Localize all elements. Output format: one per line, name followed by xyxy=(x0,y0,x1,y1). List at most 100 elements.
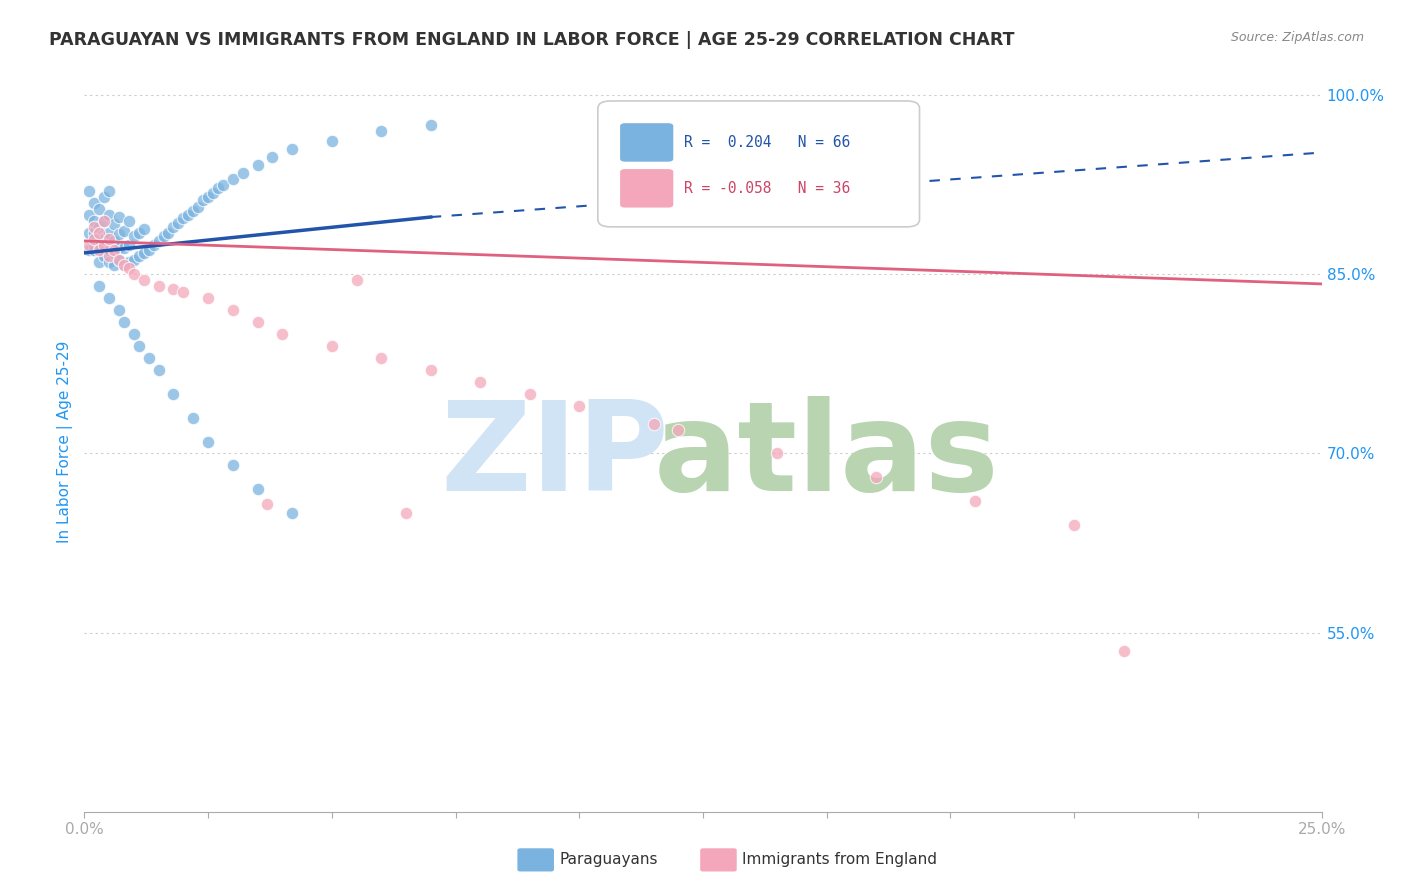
Point xyxy=(346,273,368,287)
Point xyxy=(519,386,541,401)
Point xyxy=(256,497,278,511)
Point xyxy=(321,339,343,353)
Point xyxy=(98,184,121,198)
Point xyxy=(108,241,131,255)
Point xyxy=(370,124,392,138)
Point xyxy=(281,142,304,156)
Point xyxy=(89,202,111,216)
Point xyxy=(246,483,269,497)
Point xyxy=(246,315,269,329)
Point xyxy=(148,279,170,293)
Point xyxy=(419,363,441,377)
Point xyxy=(419,118,441,132)
Point xyxy=(89,255,111,269)
Point xyxy=(122,253,145,268)
Point xyxy=(103,258,125,272)
Point xyxy=(148,363,170,377)
Point xyxy=(666,423,689,437)
Point xyxy=(103,217,125,231)
Point xyxy=(83,244,105,258)
Point xyxy=(865,470,887,484)
Point xyxy=(108,227,131,241)
Text: atlas: atlas xyxy=(654,396,1000,516)
Point xyxy=(128,226,150,240)
Point xyxy=(112,241,135,255)
Point xyxy=(222,458,245,473)
Text: PARAGUAYAN VS IMMIGRANTS FROM ENGLAND IN LABOR FORCE | AGE 25-29 CORRELATION CHA: PARAGUAYAN VS IMMIGRANTS FROM ENGLAND IN… xyxy=(49,31,1015,49)
Point xyxy=(79,208,101,222)
Point xyxy=(118,261,141,276)
Point xyxy=(132,245,155,260)
Point xyxy=(108,253,131,268)
Point xyxy=(181,410,204,425)
FancyBboxPatch shape xyxy=(598,101,920,227)
Point xyxy=(118,213,141,227)
Point xyxy=(246,157,269,171)
Point xyxy=(83,231,105,245)
Point xyxy=(93,213,115,227)
Point xyxy=(172,211,194,226)
Point xyxy=(197,190,219,204)
Point xyxy=(197,434,219,449)
Point xyxy=(112,258,135,272)
Point xyxy=(1112,643,1135,657)
Text: Immigrants from England: Immigrants from England xyxy=(742,853,938,867)
Point xyxy=(93,250,115,264)
Point xyxy=(152,229,174,244)
Y-axis label: In Labor Force | Age 25-29: In Labor Force | Age 25-29 xyxy=(58,341,73,542)
Point xyxy=(262,150,284,164)
Point xyxy=(83,226,105,240)
Point xyxy=(162,386,184,401)
Point xyxy=(93,237,115,252)
Point xyxy=(108,253,131,268)
Point xyxy=(103,245,125,260)
Point xyxy=(766,446,789,460)
Point xyxy=(89,237,111,252)
Point xyxy=(89,244,111,258)
Point xyxy=(643,417,665,431)
Point xyxy=(98,231,121,245)
Point xyxy=(132,273,155,287)
Point xyxy=(103,244,125,258)
Point xyxy=(118,255,141,269)
Text: Paraguayans: Paraguayans xyxy=(560,853,658,867)
Point xyxy=(79,226,101,240)
Point xyxy=(89,219,111,234)
Point xyxy=(122,327,145,342)
Point xyxy=(568,399,591,413)
Point xyxy=(93,213,115,227)
Point xyxy=(108,210,131,224)
Point xyxy=(93,190,115,204)
Point xyxy=(232,166,254,180)
Point xyxy=(162,282,184,296)
Point xyxy=(177,208,200,222)
Point xyxy=(79,244,101,258)
Point xyxy=(148,234,170,248)
Point xyxy=(98,291,121,305)
Point xyxy=(118,237,141,252)
Point xyxy=(112,258,135,272)
Point xyxy=(98,250,121,264)
Point xyxy=(162,219,184,234)
Point xyxy=(128,339,150,353)
Point xyxy=(128,250,150,264)
Point xyxy=(89,226,111,240)
Point xyxy=(157,226,180,240)
Point xyxy=(103,234,125,248)
Point xyxy=(93,231,115,245)
Point xyxy=(197,291,219,305)
Point xyxy=(395,506,418,520)
Point xyxy=(138,244,160,258)
Point xyxy=(167,216,190,230)
Point xyxy=(1063,518,1085,533)
Point xyxy=(321,134,343,148)
Point xyxy=(181,204,204,219)
Point xyxy=(79,237,101,252)
Point xyxy=(281,506,304,520)
Point xyxy=(83,195,105,210)
Point xyxy=(83,237,105,252)
Point xyxy=(202,186,225,201)
Point xyxy=(98,255,121,269)
Point xyxy=(142,237,165,252)
Point xyxy=(138,351,160,365)
